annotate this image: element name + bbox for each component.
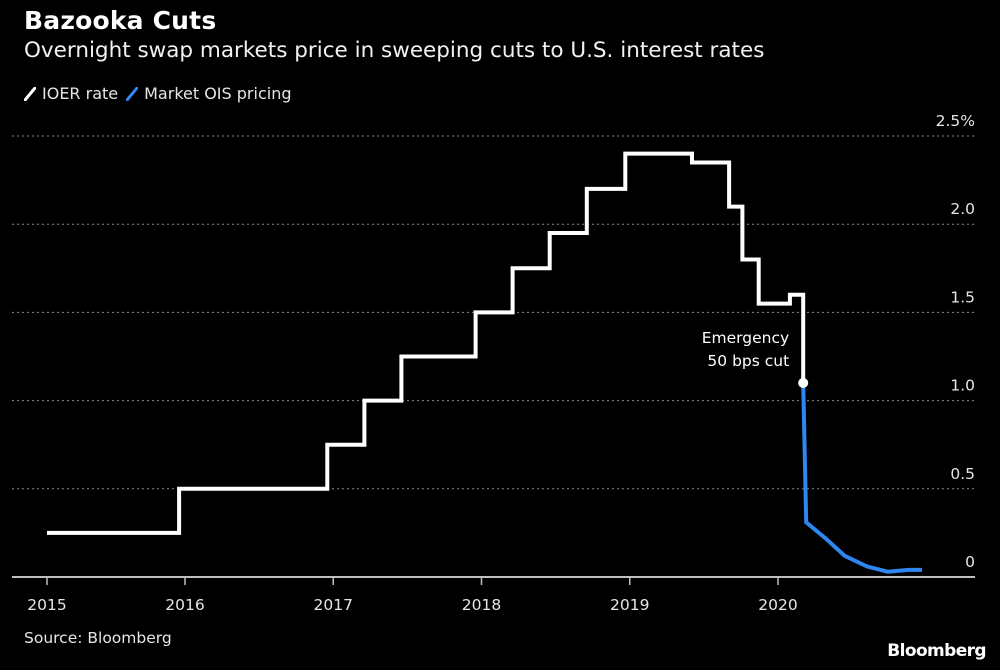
bloomberg-logo: Bloomberg (887, 641, 986, 661)
x-tick-label: 2019 (610, 596, 649, 614)
x-tick-label: 2015 (27, 596, 66, 614)
annotation-label: 50 bps cut (707, 352, 789, 370)
y-axis: 0 0.5 1.0 1.5 2.0 2.5% (936, 112, 975, 571)
chart-subtitle: Overnight swap markets price in sweeping… (24, 38, 765, 63)
y-tick-label: 2.0 (950, 200, 975, 218)
legend: IOER rate Market OIS pricing (24, 84, 291, 103)
y-tick-label: 1.0 (950, 377, 975, 395)
x-tick-label: 2017 (314, 596, 353, 614)
x-tick-label: 2020 (758, 596, 797, 614)
legend-label-ois: Market OIS pricing (144, 84, 292, 103)
annotations: Emergency 50 bps cut (702, 329, 809, 388)
legend-swatch-ois-icon (126, 86, 139, 101)
series-line-ioer-rate (47, 151, 806, 535)
x-axis: 2015 2016 2017 2018 2019 2020 (12, 576, 975, 614)
legend-item-ois: Market OIS pricing (126, 84, 291, 103)
source-note: Source: Bloomberg (24, 629, 172, 647)
y-tick-label: 2.5% (936, 112, 975, 130)
chart-title: Bazooka Cuts (24, 6, 217, 35)
y-tick-label: 1.5 (950, 288, 975, 306)
annotation-marker (798, 377, 809, 388)
x-tick-label: 2016 (165, 596, 204, 614)
legend-label-ioer: IOER rate (42, 84, 119, 103)
y-tick-label: 0.5 (950, 465, 975, 483)
series-line-market-ois-pricing (801, 382, 922, 574)
legend-swatch-ioer-icon (24, 86, 36, 101)
annotation-label: Emergency (702, 329, 789, 347)
legend-item-ioer: IOER rate (24, 84, 118, 103)
x-tick-label: 2018 (462, 596, 501, 614)
series-lines (47, 151, 922, 574)
y-tick-label: 0 (965, 553, 975, 571)
